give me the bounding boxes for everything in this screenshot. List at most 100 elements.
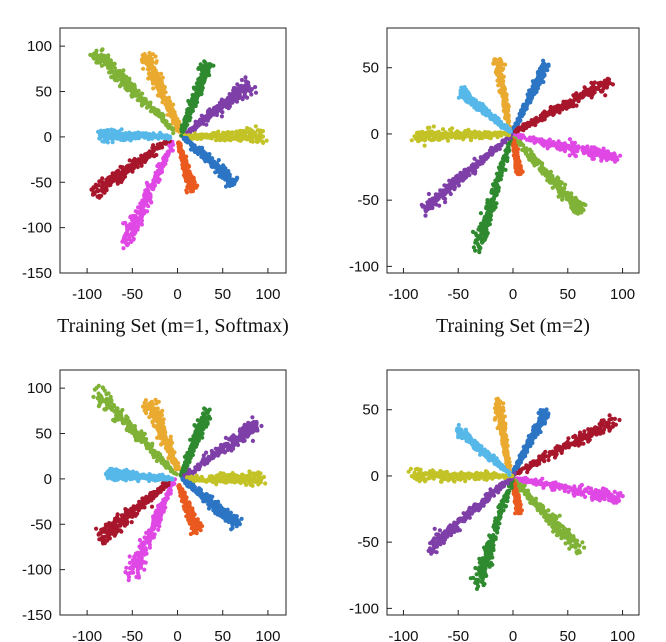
data-point: [135, 164, 140, 170]
data-point: [188, 189, 193, 194]
data-point: [257, 129, 262, 134]
data-point: [577, 96, 582, 101]
data-point: [560, 147, 565, 152]
data-point: [511, 140, 517, 145]
data-point: [409, 138, 414, 143]
data-point: [507, 136, 512, 141]
data-point: [189, 184, 194, 189]
data-point: [477, 225, 482, 230]
data-point: [135, 215, 140, 221]
data-point: [249, 92, 254, 97]
data-point: [151, 86, 156, 91]
data-point: [106, 128, 111, 133]
data-point: [572, 143, 577, 148]
data-point: [195, 151, 201, 157]
data-point: [452, 184, 457, 189]
data-point: [236, 95, 241, 100]
data-point: [235, 91, 240, 96]
data-point: [222, 166, 227, 171]
data-point: [531, 157, 536, 162]
data-point: [587, 151, 592, 156]
x-tick-label: 100: [610, 286, 635, 303]
data-point: [171, 131, 176, 136]
data-point: [478, 221, 484, 226]
data-point: [206, 135, 211, 140]
data-point: [594, 149, 599, 154]
y-tick-label: -100: [22, 220, 52, 237]
data-point: [580, 207, 586, 212]
series-3: [513, 76, 616, 135]
data-point: [139, 215, 144, 220]
data-point: [201, 152, 206, 157]
data-point: [148, 199, 154, 204]
data-point: [150, 78, 155, 83]
data-point: [168, 146, 173, 151]
data-point: [185, 168, 190, 173]
data-point: [100, 139, 105, 144]
data-point: [497, 132, 502, 137]
data-point: [562, 105, 567, 110]
data-point: [458, 135, 463, 140]
data-point: [431, 124, 436, 129]
data-point: [573, 154, 579, 159]
x-tick-label: 50: [559, 286, 576, 303]
data-point: [180, 154, 185, 159]
data-point: [161, 159, 166, 164]
data-point: [103, 137, 108, 142]
data-point: [512, 146, 517, 151]
data-point: [187, 176, 192, 181]
data-point: [222, 138, 227, 143]
x-tick-label: -100: [388, 286, 418, 303]
data-point: [503, 152, 508, 158]
data-point: [212, 112, 217, 117]
data-point: [182, 136, 187, 142]
data-point: [505, 102, 510, 107]
data-point: [470, 99, 475, 104]
data-point: [569, 191, 574, 196]
data-point: [480, 108, 485, 113]
data-point: [199, 67, 205, 72]
data-point: [516, 115, 522, 121]
data-point: [99, 179, 104, 184]
data-point: [104, 188, 109, 193]
data-point: [500, 80, 505, 85]
data-point: [143, 154, 148, 159]
data-point: [462, 167, 468, 172]
data-point: [456, 183, 461, 188]
data-point: [188, 134, 193, 139]
data-point: [189, 126, 194, 131]
data-point: [120, 239, 125, 244]
data-point: [162, 84, 167, 89]
y-tick-label: 100: [27, 38, 52, 55]
data-point: [523, 106, 528, 111]
data-point: [433, 134, 439, 139]
data-point: [128, 81, 133, 86]
data-point: [213, 170, 218, 175]
data-point: [113, 130, 119, 135]
data-point: [216, 158, 221, 163]
series-6: [181, 135, 240, 189]
data-point: [500, 161, 505, 166]
data-point: [476, 236, 481, 241]
data-point: [527, 93, 533, 99]
data-point: [158, 166, 163, 171]
data-point: [446, 189, 451, 194]
data-point: [451, 176, 456, 182]
data-point: [123, 86, 128, 91]
data-point: [108, 58, 113, 63]
x-tick-label: 0: [173, 286, 181, 303]
data-point: [222, 135, 227, 140]
data-point: [426, 191, 431, 197]
series-7: [470, 136, 514, 255]
y-tick-label: 50: [362, 60, 379, 77]
data-point: [123, 240, 128, 245]
data-point: [517, 139, 522, 144]
data-point: [584, 146, 589, 151]
data-point: [491, 191, 496, 196]
data-point: [489, 152, 495, 157]
data-point: [159, 79, 164, 84]
series-1: [91, 383, 179, 477]
data-point: [198, 87, 203, 93]
data-point: [514, 154, 519, 159]
data-point: [217, 165, 222, 170]
